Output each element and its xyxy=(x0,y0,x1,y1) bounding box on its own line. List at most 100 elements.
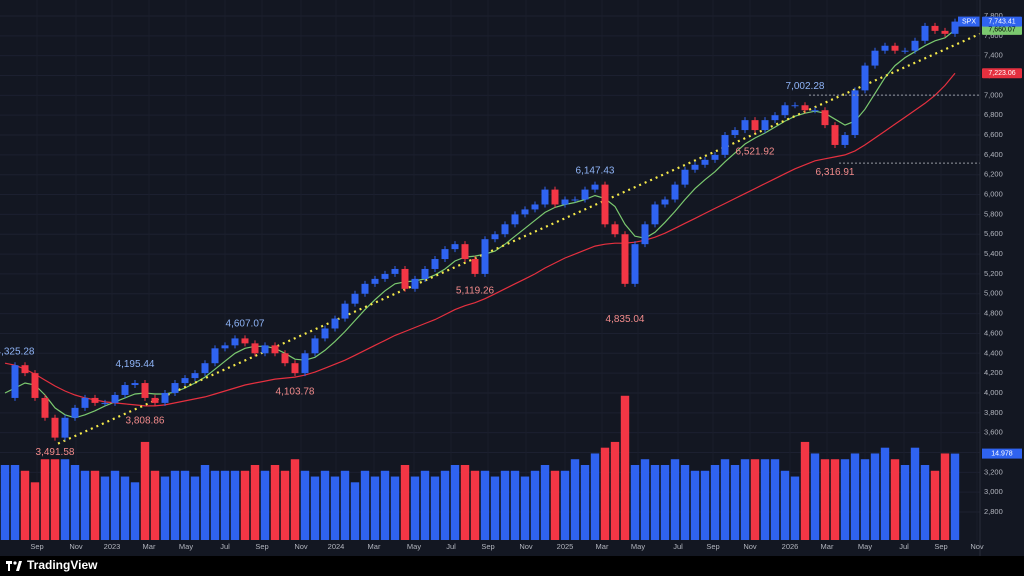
candle xyxy=(561,199,569,205)
candle xyxy=(921,25,929,41)
y-tick-label: 4,200 xyxy=(984,368,1003,377)
volume-bar xyxy=(630,465,640,540)
volume-bar xyxy=(40,459,50,540)
y-tick-label: 4,800 xyxy=(984,309,1003,318)
x-tick-label: Sep xyxy=(934,542,947,551)
x-tick-label: Nov xyxy=(294,542,308,551)
volume-bar xyxy=(310,476,320,540)
candle xyxy=(231,338,239,346)
candle xyxy=(531,204,539,210)
volume-bar xyxy=(450,465,460,540)
candle xyxy=(401,268,409,289)
moving-average xyxy=(4,72,956,407)
candle xyxy=(691,164,699,170)
y-tick-label: 5,400 xyxy=(984,249,1003,258)
candle xyxy=(871,50,879,66)
volume-bar xyxy=(240,470,250,540)
x-tick-label: Jul xyxy=(220,542,230,551)
extreme-label: 5,119.26 xyxy=(456,286,495,297)
candle xyxy=(851,90,859,136)
volume-bar xyxy=(210,470,220,540)
x-tick-label: Sep xyxy=(255,542,268,551)
candle xyxy=(741,120,749,131)
volume-bar xyxy=(80,470,90,540)
extreme-label: 4,103.78 xyxy=(276,386,315,397)
candle xyxy=(101,402,109,404)
volume-bar xyxy=(560,470,570,540)
candle xyxy=(241,338,249,344)
volume-bar xyxy=(520,476,530,540)
candle xyxy=(11,365,19,398)
volume-bar xyxy=(530,470,540,540)
volume-bar xyxy=(90,470,100,540)
volume-bar xyxy=(780,470,790,540)
symbol-tag xyxy=(958,16,980,27)
brand[interactable]: TradingView xyxy=(27,558,98,572)
candle xyxy=(801,105,809,111)
volume-bar xyxy=(750,459,760,540)
volume-bar xyxy=(190,476,200,540)
candle xyxy=(31,373,39,398)
x-tick-label: Mar xyxy=(143,542,156,551)
extreme-label: 4,195.44 xyxy=(116,359,155,370)
volume-bar xyxy=(460,465,470,540)
volume-bar xyxy=(0,465,10,540)
y-tick-label: 6,400 xyxy=(984,150,1003,159)
candle xyxy=(641,224,649,245)
logo-part xyxy=(16,561,22,571)
volume-bar xyxy=(330,476,340,540)
volume-bar xyxy=(470,470,480,540)
volume-bar xyxy=(360,470,370,540)
candle xyxy=(451,244,459,250)
candle xyxy=(41,397,49,418)
candle xyxy=(271,345,279,354)
volume-bar xyxy=(320,470,330,540)
volume-bar xyxy=(160,476,170,540)
candle xyxy=(841,135,849,145)
candle xyxy=(251,343,259,354)
volume-bar xyxy=(280,470,290,540)
price-tag-label: 7,743.41 xyxy=(988,18,1015,25)
x-tick-label: May xyxy=(631,542,645,551)
candle xyxy=(731,130,739,136)
candle xyxy=(361,283,369,294)
volume-bar xyxy=(880,447,890,540)
x-tick-label: 2024 xyxy=(328,542,345,551)
volume-bar xyxy=(550,470,560,540)
candle xyxy=(141,383,149,398)
volume-bar xyxy=(390,476,400,540)
volume-tag xyxy=(982,448,1022,459)
x-tick-label: Jul xyxy=(446,542,456,551)
x-tick-label: Mar xyxy=(821,542,834,551)
volume-bar xyxy=(790,476,800,540)
volume-bar xyxy=(440,470,450,540)
volume-bar xyxy=(600,447,610,540)
x-tick-label: 2025 xyxy=(557,542,574,551)
candle xyxy=(781,105,789,116)
volume-bar xyxy=(260,470,270,540)
candle xyxy=(651,204,659,225)
x-tick-label: Jul xyxy=(673,542,683,551)
y-tick-label: 4,600 xyxy=(984,328,1003,337)
candle xyxy=(171,383,179,393)
candle xyxy=(891,45,899,51)
volume-bar xyxy=(270,465,280,540)
volume-bar xyxy=(10,465,20,540)
volume-bar xyxy=(170,470,180,540)
candle xyxy=(661,199,669,205)
candle xyxy=(121,385,129,395)
candle xyxy=(71,407,79,418)
volume-bar xyxy=(700,470,710,540)
volume-bar xyxy=(290,459,300,540)
volume-bar xyxy=(590,453,600,540)
volume-bar xyxy=(740,459,750,540)
extreme-label: 4,325.28 xyxy=(0,346,35,357)
volume-bar xyxy=(490,476,500,540)
volume-bar xyxy=(350,482,360,540)
candle xyxy=(721,135,729,155)
volume-bar xyxy=(250,465,260,540)
candle xyxy=(211,348,219,364)
candle xyxy=(161,392,169,403)
extreme-label: 6,147.43 xyxy=(576,166,615,177)
